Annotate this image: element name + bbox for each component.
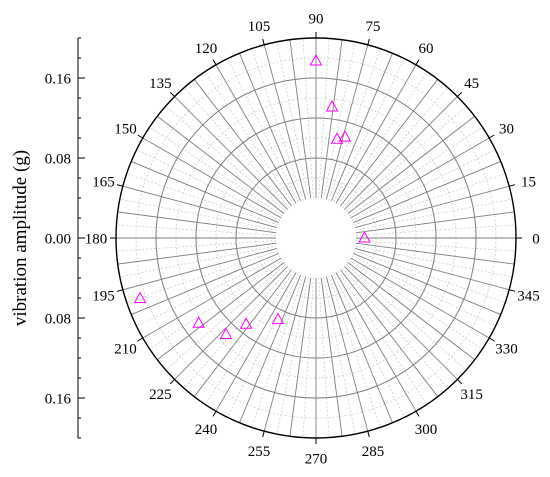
- data-points: [133, 53, 371, 340]
- minor-spoke: [183, 87, 290, 209]
- angle-tick-label: 255: [248, 444, 271, 460]
- axis-tick-label: 0.16: [45, 72, 72, 88]
- angle-tick: [457, 379, 463, 385]
- angle-tick-label: 90: [309, 12, 324, 28]
- angle-tick: [488, 337, 495, 342]
- radial-axis: 0.16 0.08 0.00 0.08 0.16: [45, 37, 85, 439]
- angle-tick-label: 345: [517, 288, 540, 304]
- data-point-triangle: [325, 99, 339, 112]
- data-point-triangle: [309, 53, 323, 66]
- y-axis-label: vibration amplitude (g): [10, 150, 31, 326]
- grid-ring: [155, 77, 477, 399]
- minor-spoke: [337, 71, 428, 205]
- angle-tick-label: 285: [362, 444, 385, 460]
- angle-tick-label: 330: [495, 342, 518, 358]
- angle-tick-label: 60: [419, 41, 434, 57]
- minor-spoke: [126, 173, 279, 226]
- angle-tick-label: 210: [114, 342, 137, 358]
- data-point-triangle: [338, 130, 352, 142]
- angle-tick-label: 300: [415, 422, 438, 438]
- angular-tick-labels: 0 15 30 45 60 75 90 105 120 135 150 165 180 195 210 225…: [85, 12, 540, 468]
- data-point-triangle: [133, 291, 147, 304]
- angle-tick-label: 45: [464, 76, 479, 92]
- data-point-triangle: [192, 316, 206, 328]
- minor-spoke: [355, 245, 513, 278]
- angle-tick: [367, 38, 370, 45]
- angle-tick-label: 225: [149, 387, 172, 403]
- data-point-triangle: [219, 327, 233, 340]
- angle-tick-label: 315: [460, 387, 483, 403]
- angle-tick-label: 120: [195, 41, 218, 57]
- angle-tick: [116, 289, 123, 292]
- angle-tick: [509, 289, 516, 292]
- angle-tick: [415, 410, 420, 417]
- minor-spoke: [353, 173, 506, 226]
- angle-tick-label: 105: [248, 19, 271, 35]
- axis-tick-label: 0.00: [45, 232, 71, 248]
- angle-tick-label: 180: [85, 232, 108, 248]
- angle-tick: [116, 184, 123, 187]
- minor-spoke: [204, 71, 295, 205]
- angle-tick: [262, 38, 265, 45]
- angle-tick: [137, 337, 144, 342]
- angle-tick-label: 240: [195, 422, 218, 438]
- angle-tick: [509, 184, 516, 187]
- angle-tick-label: 0: [532, 232, 540, 248]
- angle-tick: [169, 91, 175, 97]
- angle-tick: [137, 134, 144, 139]
- radial-rings: [110, 32, 522, 444]
- angle-tick-label: 195: [92, 288, 115, 304]
- minor-spoke: [276, 277, 309, 435]
- data-point-triangle: [271, 312, 285, 325]
- axis-tick-label: 0.08: [45, 312, 71, 328]
- minor-spoke: [355, 198, 513, 231]
- inner-hole: [276, 198, 356, 278]
- angle-tick: [212, 410, 217, 417]
- angle-tick-label: 165: [92, 175, 115, 191]
- data-point-triangle: [239, 317, 253, 329]
- angle-tick-label: 15: [521, 175, 536, 191]
- angle-tick-label: 135: [149, 76, 172, 92]
- angle-tick: [415, 59, 420, 66]
- axis-tick-label: 0.08: [45, 152, 71, 168]
- angle-tick: [367, 431, 370, 438]
- minor-spoke: [323, 277, 356, 435]
- angle-tick: [212, 59, 217, 66]
- angle-tick-label: 30: [499, 122, 514, 138]
- angle-tick: [488, 134, 495, 139]
- angle-tick: [169, 379, 175, 385]
- angle-tick-label: 75: [365, 19, 380, 35]
- data-point-triangle: [358, 230, 371, 243]
- grid-ring: [195, 117, 437, 359]
- angle-tick: [262, 431, 265, 438]
- angle-tick: [457, 91, 463, 97]
- grid-ring: [235, 157, 397, 319]
- data-point-triangle: [330, 132, 344, 144]
- angle-tick-label: 150: [114, 122, 137, 138]
- axis-tick-label: 0.16: [45, 392, 72, 408]
- angle-tick-label: 270: [305, 452, 328, 468]
